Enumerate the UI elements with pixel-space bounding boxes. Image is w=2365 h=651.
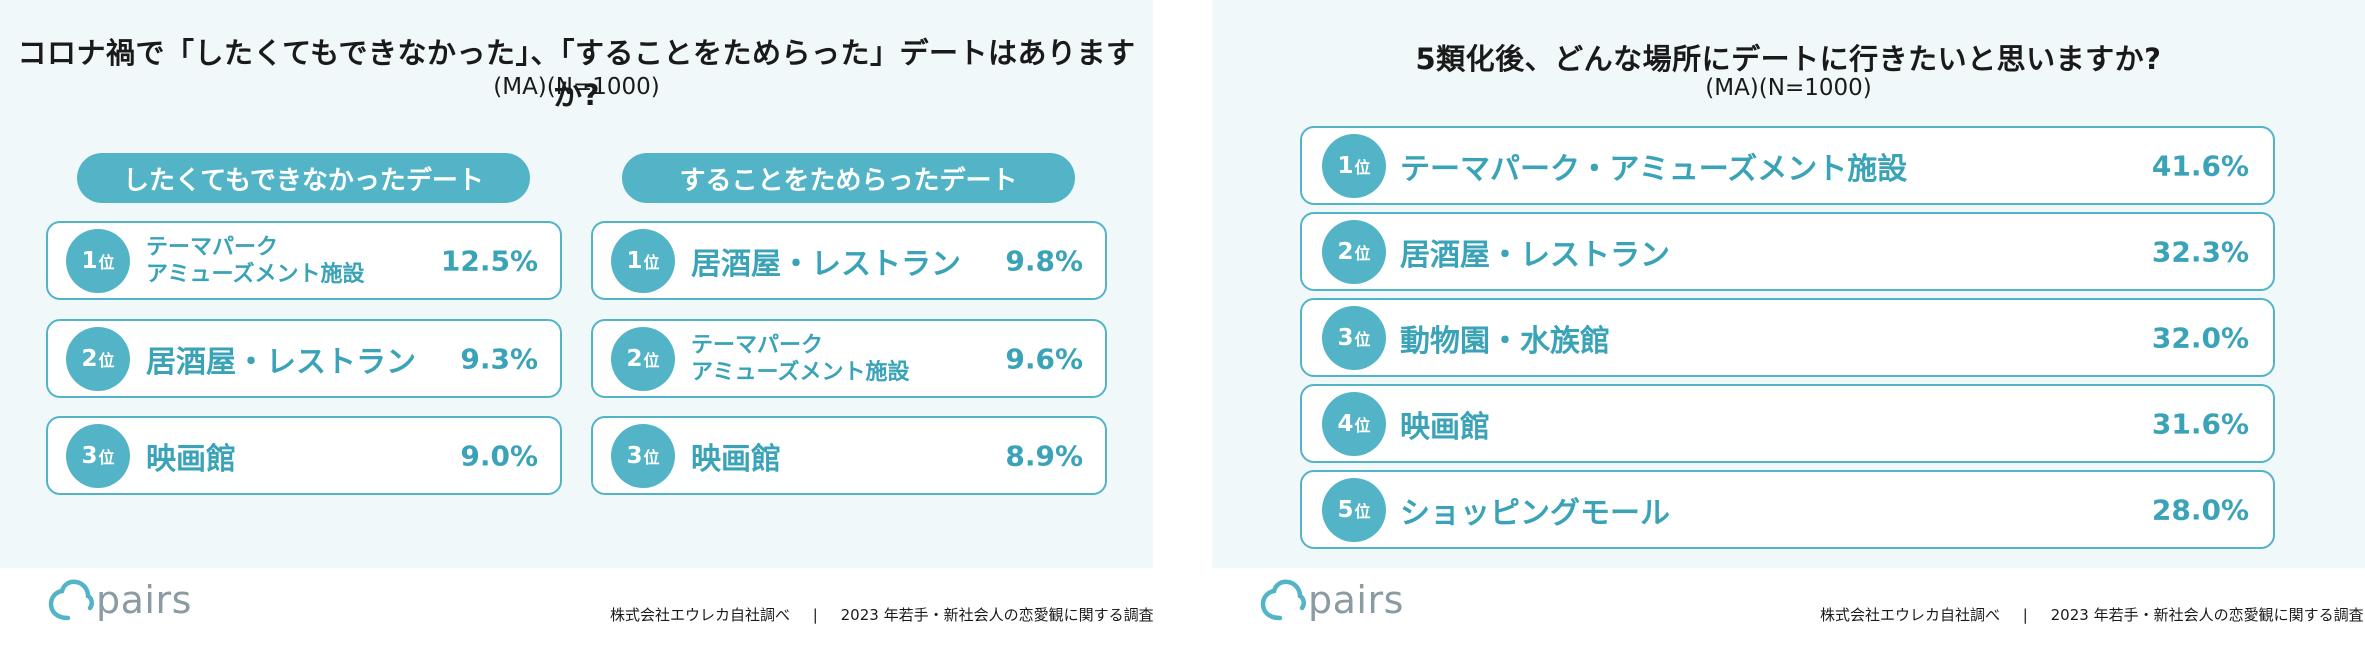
rank-label-line: 映画館 — [691, 441, 781, 477]
rank-label: 映画館 — [691, 434, 781, 478]
rank-value: 32.3% — [2151, 235, 2249, 268]
rank-unit: 位 — [98, 252, 115, 272]
right-chart-title: 5類化後、どんな場所にデートに行きたいと思いますか? — [1415, 42, 2162, 76]
rank-card: 5 位ショッピングモール 28.0% — [1300, 470, 2275, 549]
right-chart-panel: 5類化後、どんな場所にデートに行きたいと思いますか? (MA)(N=1000) … — [1212, 0, 2365, 651]
rank-card: 1 位テーマパーク アミューズメント施設 12.5% — [46, 221, 562, 300]
rank-value: 9.3% — [460, 342, 538, 375]
rank-card: 1 位居酒屋・レストラン 9.8% — [591, 221, 1107, 300]
rank-label: 居酒屋・レストラン — [1400, 237, 1670, 273]
rank-number: 3 — [81, 442, 98, 469]
rank-unit: 位 — [1354, 415, 1371, 435]
rank-unit: 位 — [643, 252, 660, 272]
rank-unit: 位 — [1354, 243, 1371, 263]
rank-card: 1 位テーマパーク・アミューズメント施設 41.6% — [1300, 126, 2275, 205]
rank-unit: 位 — [1354, 157, 1371, 177]
rank-label: 映画館 — [1400, 409, 1490, 445]
right-chart-subtitle: (MA)(N=1000) — [1705, 75, 1872, 101]
rank-label-line: アミューズメント施設 — [146, 261, 365, 287]
logo-wordmark: pairs — [1308, 578, 1404, 622]
footer-source: 株式会社エウレカ自社調べ | 2023 年若手・新社会人の恋愛観に関する調査 — [610, 604, 1154, 625]
left-chart-subtitle: (MA)(N=1000) — [493, 74, 660, 100]
footer-separator: | — [812, 606, 818, 624]
group-header-could-not: したくてもできなかったデート — [77, 153, 530, 203]
rank-number: 2 — [626, 345, 643, 372]
rank-value: 9.0% — [460, 439, 538, 472]
rank-card: 2 位居酒屋・レストラン 32.3% — [1300, 212, 2275, 291]
footer-source-left: 株式会社エウレカ自社調べ — [610, 606, 791, 624]
rank-label-line: アミューズメント施設 — [691, 359, 910, 385]
rank-card: 3 位映画館 8.9% — [591, 416, 1107, 495]
footer-source: 株式会社エウレカ自社調べ | 2023 年若手・新社会人の恋愛観に関する調査 — [1820, 604, 2364, 625]
footer-separator: | — [2022, 606, 2028, 624]
rank-value: 8.9% — [1005, 439, 1083, 472]
rank-number: 1 — [626, 247, 643, 274]
rank-value: 32.0% — [2151, 321, 2249, 354]
footer-source-right: 2023 年若手・新社会人の恋愛観に関する調査 — [2050, 606, 2364, 624]
pairs-logo: pairs — [1260, 578, 1404, 622]
left-chart-panel: コロナ禍で「したくてもできなかった」、「することをためらった」デートはありますか… — [0, 0, 1154, 651]
pairs-logo: pairs — [48, 578, 192, 622]
rank-card: 4 位映画館 31.6% — [1300, 384, 2275, 463]
rank-value: 28.0% — [2151, 493, 2249, 526]
rank-unit: 位 — [643, 447, 660, 467]
footer-source-left: 株式会社エウレカ自社調べ — [1820, 606, 2001, 624]
cloud-icon — [1260, 579, 1306, 621]
cloud-icon — [48, 579, 94, 621]
rank-label-line: 居酒屋・レストラン — [691, 246, 961, 282]
rank-number: 1 — [1337, 152, 1354, 179]
rank-unit: 位 — [643, 350, 660, 370]
rank-card: 2 位テーマパーク アミューズメント施設 9.6% — [591, 319, 1107, 398]
left-chart-title: コロナ禍で「したくてもできなかった」、「することをためらった」デートはありますか… — [17, 36, 1136, 112]
rank-value: 41.6% — [2151, 149, 2249, 182]
footer-source-right: 2023 年若手・新社会人の恋愛観に関する調査 — [840, 606, 1154, 624]
rank-number: 5 — [1337, 496, 1354, 523]
rank-card: 3 位映画館 9.0% — [46, 416, 562, 495]
rank-card: 3 位動物園・水族館 32.0% — [1300, 298, 2275, 377]
group-header-hesitated: することをためらったデート — [622, 153, 1075, 203]
rank-number: 2 — [1337, 238, 1354, 265]
rank-label: テーマパーク・アミューズメント施設 — [1400, 151, 1908, 187]
rank-number: 3 — [1337, 324, 1354, 351]
rank-label-line: テーマパーク — [691, 332, 824, 358]
rank-value: 31.6% — [2151, 407, 2249, 440]
rank-label: テーマパーク アミューズメント施設 — [691, 332, 909, 386]
rank-value: 12.5% — [440, 244, 538, 277]
rank-unit: 位 — [98, 350, 115, 370]
rank-number: 4 — [1337, 410, 1354, 437]
rank-label: テーマパーク アミューズメント施設 — [146, 234, 364, 288]
rank-value: 9.8% — [1005, 244, 1083, 277]
rank-label-line: 映画館 — [146, 441, 236, 477]
rank-label: 動物園・水族館 — [1400, 323, 1610, 359]
rank-number: 1 — [81, 247, 98, 274]
rank-number: 3 — [626, 442, 643, 469]
rank-label-line: 居酒屋・レストラン — [146, 344, 416, 380]
rank-label: ショッピングモール — [1400, 495, 1670, 531]
rank-unit: 位 — [1354, 329, 1371, 349]
rank-card: 2 位居酒屋・レストラン 9.3% — [46, 319, 562, 398]
rank-label-line: テーマパーク — [146, 234, 279, 260]
rank-value: 9.6% — [1005, 342, 1083, 375]
rank-number: 2 — [81, 345, 98, 372]
rank-label: 映画館 — [146, 434, 236, 478]
rank-label: 居酒屋・レストラン — [691, 239, 961, 283]
rank-label: 居酒屋・レストラン — [146, 337, 416, 381]
rank-unit: 位 — [98, 447, 115, 467]
logo-wordmark: pairs — [96, 578, 192, 622]
rank-unit: 位 — [1354, 501, 1371, 521]
